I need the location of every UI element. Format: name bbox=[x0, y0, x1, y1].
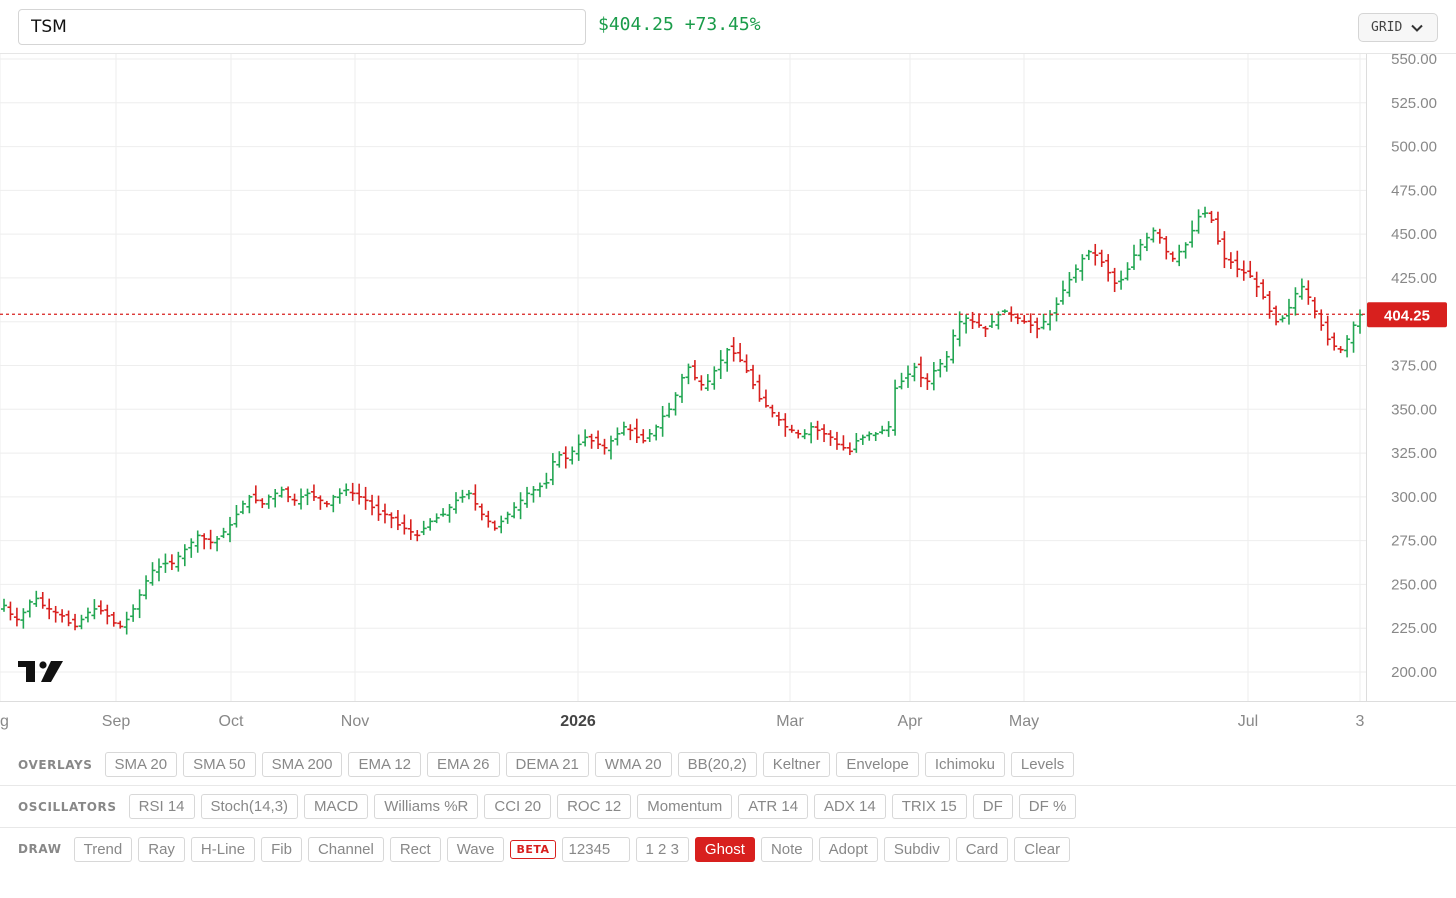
y-tick-label: 475.00 bbox=[1391, 182, 1437, 199]
overlay-sma-200-button[interactable]: SMA 200 bbox=[261, 752, 343, 777]
overlay-ema-26-button[interactable]: EMA 26 bbox=[427, 752, 500, 777]
oscillator-roc-12-button[interactable]: ROC 12 bbox=[557, 794, 632, 819]
price-change: +73.45% bbox=[684, 14, 761, 35]
y-tick-label: 350.00 bbox=[1391, 401, 1437, 418]
chart-canvas[interactable]: 550.00 525.00 500.00 475.00 450.00 425.00 375.… bbox=[0, 54, 1456, 744]
draw-note-button[interactable]: Note bbox=[760, 836, 813, 862]
x-tick-label: May bbox=[1009, 713, 1039, 730]
draw-tools-extra: 1 2 3 Ghost Note Adopt Subdiv Card Clear bbox=[635, 836, 1071, 862]
x-tick-label: Mar bbox=[776, 713, 804, 730]
oscillator-atr-14-button[interactable]: ATR 14 bbox=[738, 794, 809, 819]
oscillator-williams-r-button[interactable]: Williams %R bbox=[374, 794, 479, 819]
top-bar: $404.25 +73.45% GRID bbox=[0, 0, 1456, 54]
x-tick-label: Jul bbox=[1238, 713, 1258, 730]
x-tick-label: ug bbox=[0, 713, 9, 730]
y-tick-label: 375.00 bbox=[1391, 358, 1437, 375]
wave-count-input[interactable] bbox=[561, 836, 630, 862]
oscillator-adx-14-button[interactable]: ADX 14 bbox=[814, 794, 886, 819]
overlay-wma-20-button[interactable]: WMA 20 bbox=[594, 752, 672, 777]
oscillators-toolbar: OSCILLATORS RSI 14 Stoch(14,3) MACD William… bbox=[0, 786, 1456, 828]
symbol-input[interactable] bbox=[18, 9, 586, 45]
draw-h-line-button[interactable]: H-Line bbox=[190, 836, 256, 862]
x-tick-label: 3 bbox=[1356, 713, 1365, 730]
x-tick-label: Sep bbox=[102, 713, 131, 730]
overlay-sma-20-button[interactable]: SMA 20 bbox=[104, 752, 178, 777]
draw-channel-button[interactable]: Channel bbox=[307, 836, 384, 862]
draw-adopt-button[interactable]: Adopt bbox=[818, 836, 878, 862]
x-tick-label: Apr bbox=[898, 713, 924, 730]
y-tick-label: 250.00 bbox=[1391, 576, 1437, 593]
oscillator-df-button[interactable]: DF % bbox=[1018, 794, 1077, 819]
y-tick-label: 550.00 bbox=[1391, 54, 1437, 68]
oscillator-cci-20-button[interactable]: CCI 20 bbox=[484, 794, 552, 819]
x-tick-label: 2026 bbox=[560, 713, 596, 730]
x-tick-label: Nov bbox=[341, 713, 369, 730]
price-quote: $404.25 +73.45% bbox=[598, 14, 761, 35]
y-tick-label: 450.00 bbox=[1391, 226, 1437, 243]
draw-trend-button[interactable]: Trend bbox=[73, 836, 133, 862]
overlay-ema-12-button[interactable]: EMA 12 bbox=[348, 752, 421, 777]
grid-select-label: GRID bbox=[1371, 20, 1403, 35]
price-chart[interactable]: 550.00 525.00 500.00 475.00 450.00 425.00 375.… bbox=[0, 54, 1456, 744]
oscillator-stoch-14-3-button[interactable]: Stoch(14,3) bbox=[200, 794, 299, 819]
draw-ghost-button[interactable]: Ghost bbox=[694, 836, 755, 862]
overlay-envelope-button[interactable]: Envelope bbox=[836, 752, 919, 777]
overlay-ichimoku-button[interactable]: Ichimoku bbox=[924, 752, 1005, 777]
overlays-label: OVERLAYS bbox=[18, 757, 93, 772]
draw-label: DRAW bbox=[18, 842, 62, 856]
y-tick-label: 275.00 bbox=[1391, 533, 1437, 550]
y-tick-label: 425.00 bbox=[1391, 270, 1437, 287]
draw-card-button[interactable]: Card bbox=[955, 836, 1009, 862]
draw-ray-button[interactable]: Ray bbox=[138, 836, 185, 862]
y-tick-label: 525.00 bbox=[1391, 95, 1437, 112]
draw-toolbar: DRAW Trend Ray H-Line Fib Channel Rect Wave BE… bbox=[0, 828, 1456, 870]
overlay-sma-50-button[interactable]: SMA 50 bbox=[183, 752, 256, 777]
oscillator-momentum-button[interactable]: Momentum bbox=[637, 794, 733, 819]
chevron-down-icon bbox=[1411, 24, 1424, 32]
overlay-levels-button[interactable]: Levels bbox=[1010, 752, 1075, 777]
oscillator-rsi-14-button[interactable]: RSI 14 bbox=[128, 794, 195, 819]
last-price: $404.25 bbox=[598, 14, 674, 35]
overlay-keltner-button[interactable]: Keltner bbox=[762, 752, 831, 777]
oscillator-df-button[interactable]: DF bbox=[972, 794, 1013, 819]
overlay-bb-20-2-button[interactable]: BB(20,2) bbox=[677, 752, 757, 777]
grid-select[interactable]: GRID bbox=[1358, 13, 1438, 42]
draw-rect-button[interactable]: Rect bbox=[389, 836, 441, 862]
tradingview-logo-icon bbox=[18, 661, 63, 682]
overlays-toolbar: OVERLAYS SMA 20 SMA 50 SMA 200 EMA 12 EMA 26… bbox=[0, 744, 1456, 786]
overlay-dema-21-button[interactable]: DEMA 21 bbox=[505, 752, 589, 777]
last-price-label: 404.25 bbox=[1384, 307, 1430, 324]
y-tick-label: 300.00 bbox=[1391, 489, 1437, 506]
last-price-badge bbox=[1367, 302, 1447, 328]
oscillators-label: OSCILLATORS bbox=[18, 799, 117, 814]
y-tick-label: 325.00 bbox=[1391, 445, 1437, 462]
draw-fib-button[interactable]: Fib bbox=[261, 836, 302, 862]
beta-badge: BETA bbox=[510, 839, 556, 859]
oscillator-trix-15-button[interactable]: TRIX 15 bbox=[891, 794, 967, 819]
oscillators-items: RSI 14 Stoch(14,3) MACD Williams %R CCI 20 RO… bbox=[128, 794, 1077, 819]
y-tick-label: 500.00 bbox=[1391, 139, 1437, 156]
draw-subdiv-button[interactable]: Subdiv bbox=[883, 836, 950, 862]
draw-1-2-3-button[interactable]: 1 2 3 bbox=[635, 836, 689, 862]
x-tick-label: Oct bbox=[219, 713, 244, 730]
oscillator-macd-button[interactable]: MACD bbox=[304, 794, 369, 819]
draw-clear-button[interactable]: Clear bbox=[1014, 836, 1071, 862]
overlays-items: SMA 20 SMA 50 SMA 200 EMA 12 EMA 26 DEMA 21 WM… bbox=[104, 752, 1075, 777]
draw-tools: Trend Ray H-Line Fib Channel Rect Wave bbox=[73, 836, 505, 862]
y-tick-label: 225.00 bbox=[1391, 620, 1437, 637]
y-tick-label: 200.00 bbox=[1391, 664, 1437, 681]
draw-wave-button[interactable]: Wave bbox=[446, 836, 505, 862]
